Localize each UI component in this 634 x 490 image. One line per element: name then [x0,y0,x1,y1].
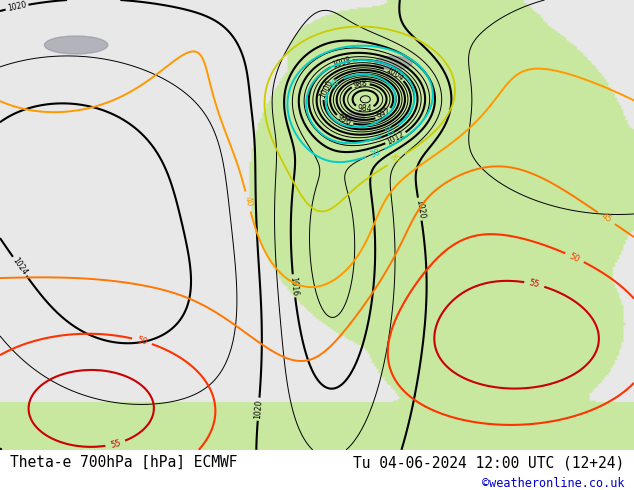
Text: 30: 30 [369,147,382,159]
Text: Theta-e 700hPa [hPa] ECMWF: Theta-e 700hPa [hPa] ECMWF [10,455,237,470]
Text: 40: 40 [242,196,254,208]
Text: 996: 996 [336,113,353,128]
Text: 1008: 1008 [331,56,352,70]
Ellipse shape [346,112,365,122]
Ellipse shape [44,36,108,54]
Text: 55: 55 [109,438,122,449]
Text: 50: 50 [136,335,148,347]
Text: 1004: 1004 [384,65,405,82]
Text: 35: 35 [390,153,403,166]
Text: 50: 50 [568,251,581,264]
Text: Tu 04-06-2024 12:00 UTC (12+24): Tu 04-06-2024 12:00 UTC (12+24) [353,455,624,470]
Text: 988: 988 [353,79,368,90]
Text: 20: 20 [328,77,342,91]
Text: 1012: 1012 [385,130,406,147]
Text: 45: 45 [600,212,613,225]
Text: 25: 25 [384,124,397,138]
Text: 1024: 1024 [10,256,29,277]
Text: 992: 992 [375,106,392,122]
Text: 1020: 1020 [6,0,27,13]
Text: 55: 55 [528,278,540,290]
Text: 1020: 1020 [414,199,426,220]
Ellipse shape [374,56,412,70]
Text: 1020: 1020 [254,399,264,419]
Text: 1016: 1016 [288,276,299,296]
Text: 1000: 1000 [318,78,335,99]
Text: ©weatheronline.co.uk: ©weatheronline.co.uk [482,477,624,490]
Text: 984: 984 [358,104,372,113]
